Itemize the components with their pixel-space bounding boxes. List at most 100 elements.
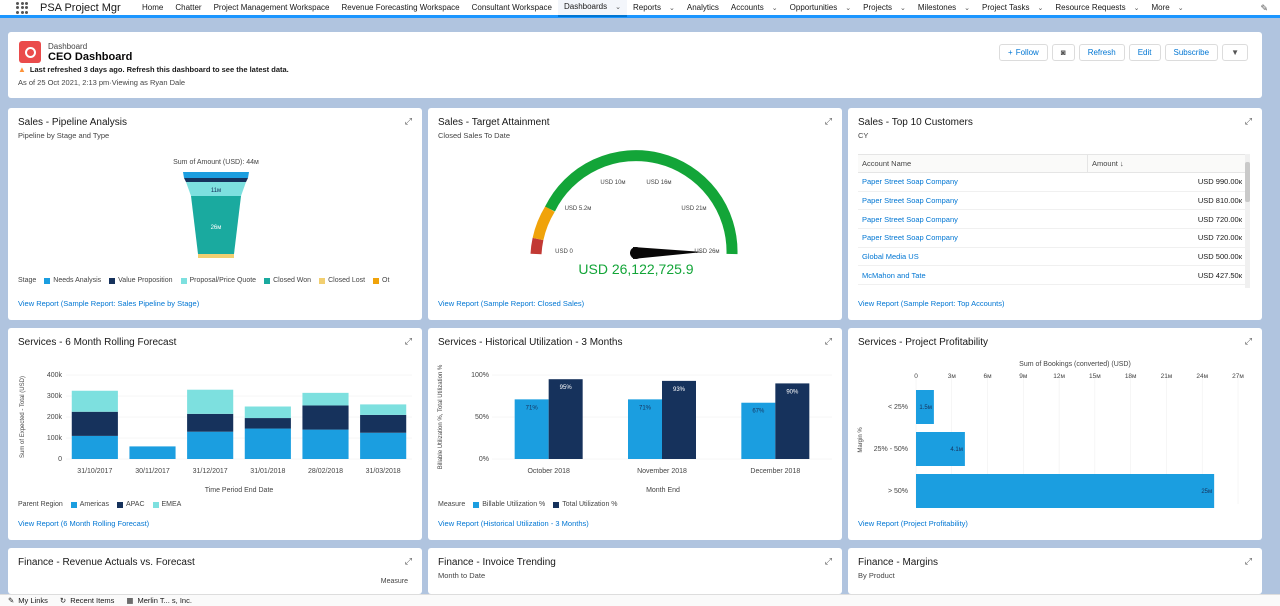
account-name-link[interactable]: Paper Street Soap Company — [862, 233, 958, 243]
merlin-item[interactable]: ▦ Merlin T... s, Inc. — [126, 596, 192, 605]
profitability-bar-chart[interactable]: Sum of Bookings (converted) (USD) 0 3м 6м 9м… — [848, 328, 1262, 540]
legend-item[interactable]: Billable Utilization % — [473, 501, 545, 508]
nav-item-accounts[interactable]: Accounts ⌄ — [725, 0, 784, 17]
chevron-down-icon[interactable]: ⌄ — [1037, 4, 1044, 12]
bar-margin — [916, 474, 1215, 508]
my-links-label: My Links — [18, 596, 48, 605]
legend-item[interactable]: Americas — [70, 501, 109, 508]
my-links-item[interactable]: ✎ My Links — [8, 596, 48, 605]
nav-item-milestones[interactable]: Milestones ⌄ — [912, 0, 976, 17]
chevron-down-icon[interactable]: ⌄ — [845, 4, 852, 12]
view-report-link[interactable]: View Report (Sample Report: Closed Sales… — [438, 299, 585, 308]
expand-icon[interactable]: ⤢ — [1244, 336, 1252, 346]
expand-icon[interactable]: ⤢ — [404, 556, 412, 566]
table-scrollbar[interactable] — [1245, 154, 1250, 288]
subscribe-button[interactable]: Subscribe — [1164, 44, 1219, 61]
expand-icon[interactable]: ⤢ — [824, 336, 832, 346]
edit-button[interactable]: Edit — [1128, 44, 1161, 61]
expand-icon[interactable]: ⤢ — [404, 336, 412, 346]
nav-item-more[interactable]: More ⌄ — [1146, 0, 1190, 17]
forecast-bar-chart[interactable]: 0 100k 200k 300k 400k 31/10/2017 30/11/2017 31/… — [8, 328, 422, 540]
wrench-icon: ✎ — [8, 596, 15, 605]
column-header-amount[interactable]: Amount ↓ — [1088, 159, 1250, 168]
nav-item-project-management-workspace[interactable]: Project Management Workspace — [208, 0, 336, 17]
collaborate-button[interactable]: ◙ — [1051, 44, 1075, 61]
nav-item-dashboards[interactable]: Dashboards ⌄ — [557, 0, 627, 17]
panel-target-attainment: Sales - Target Attainment Closed Sales T… — [428, 108, 842, 320]
view-report-link[interactable]: View Report (Project Profitability) — [858, 519, 968, 528]
view-report-link[interactable]: View Report (Sample Report: Top Accounts… — [858, 299, 1005, 308]
legend-item[interactable]: Closed Lost — [319, 277, 365, 284]
nav-item-chatter[interactable]: Chatter — [169, 0, 207, 17]
target-gauge-chart[interactable]: USD 0 USD 5.2м USD 10м USD 16м USD 21м U… — [428, 108, 842, 320]
more-actions-button[interactable]: ▼ — [1222, 44, 1248, 61]
legend-item[interactable]: Needs Analysis — [44, 277, 101, 284]
nav-item-resource-requests[interactable]: Resource Requests ⌄ — [1049, 0, 1145, 17]
nav-item-project-tasks[interactable]: Project Tasks ⌄ — [976, 0, 1049, 17]
column-header-account[interactable]: Account Name — [858, 155, 1088, 172]
panel-title: Sales - Pipeline Analysis — [18, 117, 127, 128]
expand-icon[interactable]: ⤢ — [1244, 116, 1252, 126]
account-name-link[interactable]: Global Media US — [862, 252, 919, 262]
account-name-link[interactable]: Paper Street Soap Company — [862, 196, 958, 206]
legend-item[interactable]: Proposal/Price Quote — [180, 277, 256, 284]
nav-item-analytics[interactable]: Analytics — [681, 0, 725, 17]
nav-item-label: Project Management Workspace — [213, 3, 330, 12]
view-report-link[interactable]: View Report (6 Month Rolling Forecast) — [18, 519, 150, 528]
bar-value-label: 95% — [560, 385, 573, 391]
chevron-down-icon[interactable]: ⌄ — [1177, 4, 1184, 12]
chevron-down-icon[interactable]: ⌄ — [900, 4, 906, 12]
nav-item-label: Resource Requests — [1055, 3, 1126, 12]
refresh-button[interactable]: Refresh — [1078, 44, 1125, 61]
x-axis-label: Month End — [646, 487, 680, 494]
legend-swatch — [180, 277, 187, 284]
nav-item-opportunities[interactable]: Opportunities ⌄ — [784, 0, 857, 17]
account-name-link[interactable]: Paper Street Soap Company — [862, 214, 958, 224]
panel-project-profitability: Services - Project Profitability ⤢ Sum o… — [848, 328, 1262, 540]
account-name-link[interactable]: McMahon and Tate — [862, 270, 926, 280]
chevron-down-icon[interactable]: ⌄ — [669, 4, 675, 12]
view-report-link[interactable]: View Report (Historical Utilization - 3 … — [438, 519, 589, 528]
legend-item[interactable]: Total Utilization % — [553, 501, 618, 508]
as-of-text: As of 25 Oct 2021, 2:13 pm·Viewing as Ry… — [18, 78, 186, 87]
expand-icon[interactable]: ⤢ — [1244, 556, 1252, 566]
expand-icon[interactable]: ⤢ — [824, 116, 832, 126]
legend-item[interactable]: EMEA — [152, 501, 181, 508]
edit-nav-pencil-icon[interactable]: ✎ — [1260, 3, 1268, 13]
nav-item-consultant-workspace[interactable]: Consultant Workspace — [466, 0, 558, 17]
app-launcher-icon[interactable] — [16, 1, 28, 14]
view-report-link[interactable]: View Report (Sample Report: Sales Pipeli… — [18, 299, 200, 308]
expand-icon[interactable]: ⤢ — [824, 556, 832, 566]
y-tick-label: 0 — [58, 456, 62, 463]
legend-item[interactable]: APAC — [116, 501, 145, 508]
gauge-tick-0: USD 0 — [555, 249, 573, 255]
x-tick-label: 15м — [1089, 373, 1101, 380]
bar-margin — [916, 390, 934, 424]
pipeline-funnel-chart[interactable]: Sum of Amount (USD): 44м 11м 26м — [8, 108, 422, 320]
y-tick-label: < 25% — [888, 404, 908, 411]
nav-item-label: Milestones — [917, 3, 957, 12]
nav-item-projects[interactable]: Projects ⌄ — [857, 0, 912, 17]
follow-button[interactable]: + Follow — [999, 44, 1048, 61]
nav-item-home[interactable]: Home — [136, 0, 169, 17]
x-tick-label: December 2018 — [750, 468, 800, 475]
x-axis-label: Time Period End Date — [205, 487, 274, 494]
chevron-down-icon[interactable]: ⌄ — [964, 4, 971, 12]
account-name-link[interactable]: Paper Street Soap Company — [862, 177, 958, 187]
panel-revenue-actuals: Finance - Revenue Actuals vs. Forecast ⤢… — [8, 548, 422, 594]
nav-item-reports[interactable]: Reports ⌄ — [627, 0, 681, 17]
nav-item-label: Home — [142, 3, 164, 12]
x-tick-label: 31/10/2017 — [77, 468, 112, 475]
chevron-down-icon[interactable]: ⌄ — [1133, 4, 1140, 12]
chevron-down-icon[interactable]: ⌄ — [615, 3, 621, 11]
chevron-down-icon[interactable]: ⌄ — [771, 4, 778, 12]
legend-swatch — [373, 277, 380, 284]
utilization-bar-chart[interactable]: 0% 50% 100% 71% 95% October 2018 71% 93% Novembe… — [428, 328, 842, 540]
legend-item[interactable]: Value Proposition — [109, 277, 173, 284]
expand-icon[interactable]: ⤢ — [404, 116, 412, 126]
recent-items-item[interactable]: ↻ Recent Items — [60, 596, 114, 605]
legend-item[interactable]: Ot — [373, 277, 389, 284]
x-tick-label: 31/03/2018 — [366, 468, 401, 475]
nav-item-revenue-forecasting-workspace[interactable]: Revenue Forecasting Workspace — [335, 0, 465, 17]
legend-item[interactable]: Closed Won — [264, 277, 311, 284]
